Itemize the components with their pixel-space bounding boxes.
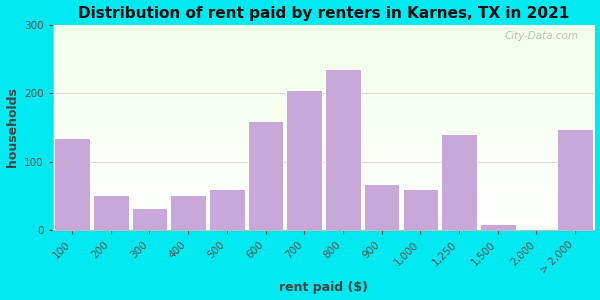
- Bar: [209, 189, 245, 230]
- Bar: [480, 224, 515, 230]
- Bar: [55, 138, 90, 230]
- Title: Distribution of rent paid by renters in Karnes, TX in 2021: Distribution of rent paid by renters in …: [78, 6, 569, 21]
- Bar: [248, 121, 283, 230]
- Bar: [364, 184, 400, 230]
- Bar: [441, 134, 477, 230]
- Bar: [286, 90, 322, 230]
- Bar: [93, 195, 128, 230]
- Bar: [557, 129, 593, 230]
- Text: City-Data.com: City-Data.com: [504, 31, 578, 41]
- X-axis label: rent paid ($): rent paid ($): [279, 281, 368, 294]
- Bar: [131, 208, 167, 230]
- Bar: [325, 69, 361, 230]
- Bar: [170, 195, 206, 230]
- Y-axis label: households: households: [5, 88, 19, 167]
- Bar: [403, 189, 438, 230]
